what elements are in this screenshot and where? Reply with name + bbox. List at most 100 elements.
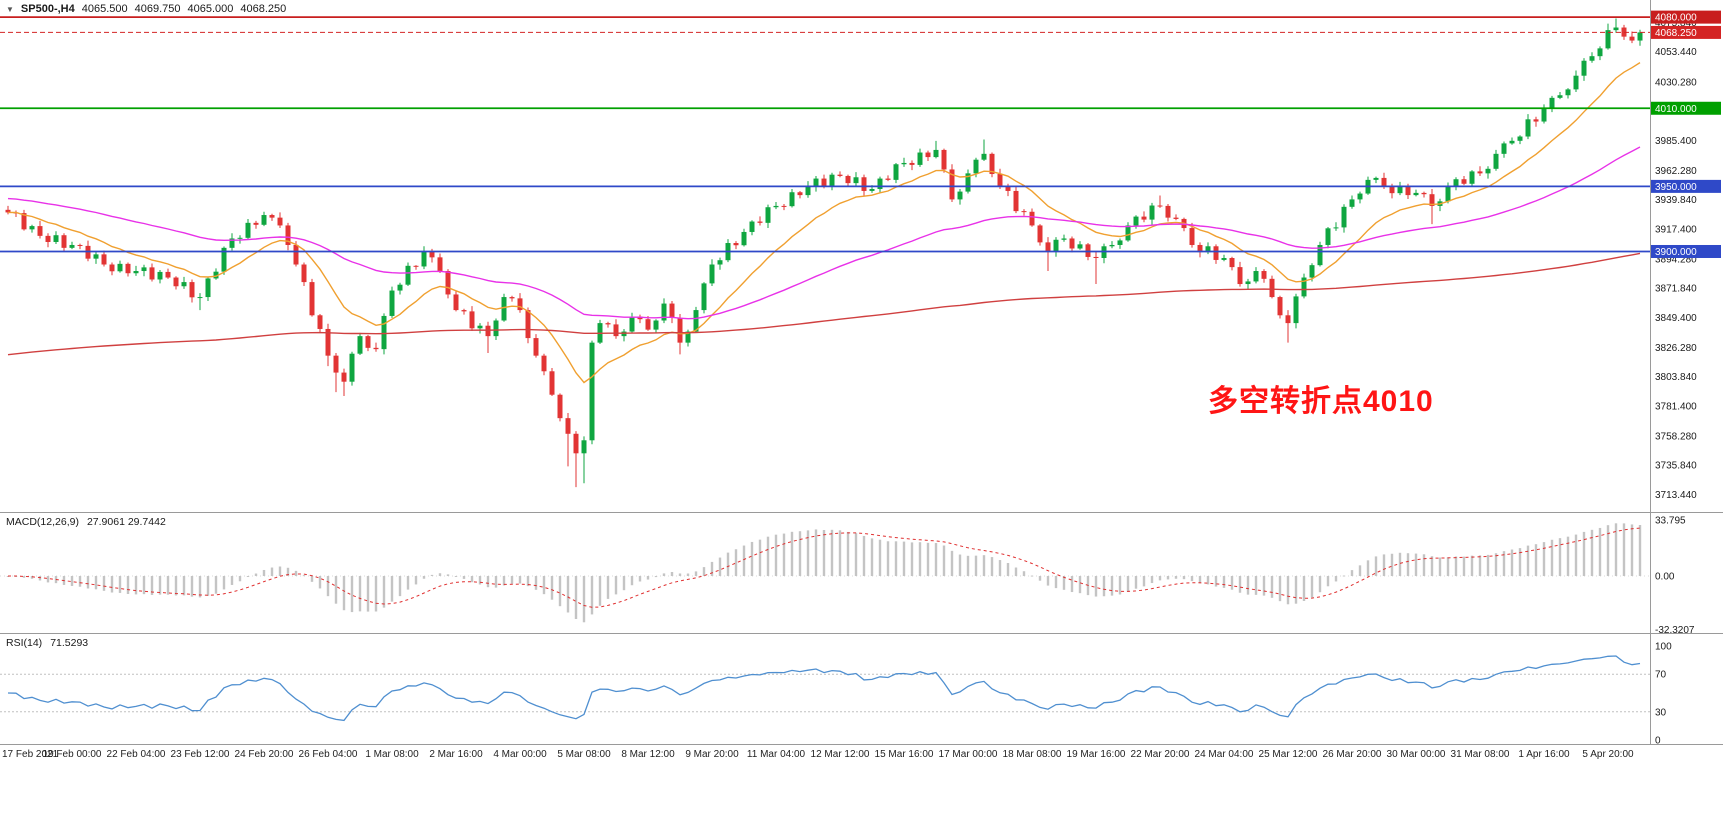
macd-histogram-bar xyxy=(1534,544,1538,576)
symbol-period-label: SP500-,H4 xyxy=(20,3,75,15)
macd-histogram-bar xyxy=(1286,576,1290,605)
macd-histogram-bar xyxy=(670,572,674,576)
macd-histogram-bar xyxy=(1254,576,1258,595)
candle-bull xyxy=(1133,216,1139,226)
candle-bull xyxy=(1373,177,1379,180)
price-axis-label: 3894.280 xyxy=(1655,254,1697,265)
macd-histogram-bar xyxy=(678,573,682,576)
macd-histogram-bar xyxy=(1622,523,1626,576)
candle-bull xyxy=(389,290,395,316)
candle-bull xyxy=(477,325,483,329)
macd-histogram-bar xyxy=(902,541,906,576)
macd-histogram-bar xyxy=(934,543,938,576)
macd-histogram-bar xyxy=(1054,576,1058,589)
candle-bear xyxy=(109,264,115,272)
macd-histogram-bar xyxy=(646,576,650,580)
candle-bull xyxy=(1605,30,1611,49)
macd-histogram-bar xyxy=(1558,538,1562,576)
macd-histogram-bar xyxy=(206,576,210,596)
macd-histogram-bar xyxy=(526,576,530,587)
symbol-dropdown-icon[interactable]: ▼ xyxy=(6,4,14,14)
candle-bear xyxy=(373,347,379,350)
candle-bull xyxy=(965,173,971,192)
macd-histogram-bar xyxy=(1094,576,1098,597)
time-axis-label: 24 Mar 04:00 xyxy=(1195,749,1254,760)
candle-bull xyxy=(245,222,251,238)
candle-bear xyxy=(525,310,531,339)
price-axis[interactable] xyxy=(1651,0,1723,745)
candle-bear xyxy=(1005,186,1011,191)
macd-histogram-bar xyxy=(550,576,554,600)
price-axis-label: 3849.400 xyxy=(1655,313,1697,324)
macd-histogram-bar xyxy=(326,576,330,597)
macd-histogram-bar xyxy=(1326,576,1330,587)
macd-axis-label: 0.00 xyxy=(1655,572,1675,583)
candle-bear xyxy=(1461,179,1467,184)
macd-histogram-bar xyxy=(742,545,746,576)
time-axis-label: 30 Mar 00:00 xyxy=(1387,749,1446,760)
macd-histogram-bar xyxy=(246,576,250,577)
macd-histogram-bar xyxy=(622,576,626,591)
macd-histogram-bar xyxy=(990,557,994,576)
candle-bull xyxy=(773,205,779,208)
macd-histogram-bar xyxy=(278,566,282,576)
candle-bear xyxy=(277,217,283,226)
candle-bear xyxy=(605,323,611,325)
price-tag xyxy=(1651,101,1721,115)
macd-histogram-bar xyxy=(110,576,114,593)
candle-bear xyxy=(445,271,451,295)
candle-bear xyxy=(1029,211,1035,226)
candle-bull xyxy=(717,260,723,265)
candle-bull xyxy=(1445,186,1451,202)
candle-bull xyxy=(1317,244,1323,266)
macd-histogram-bar xyxy=(694,571,698,576)
macd-histogram-bar xyxy=(702,567,706,576)
candle-bull xyxy=(653,320,659,330)
candle-bear xyxy=(1013,190,1019,212)
candle-bull xyxy=(1309,265,1315,278)
macd-histogram-bar xyxy=(302,575,306,577)
time-axis-label: 19 Feb 00:00 xyxy=(43,749,102,760)
macd-histogram-bar xyxy=(662,573,666,576)
macd-histogram-bar xyxy=(1598,527,1602,576)
candle-bear xyxy=(1405,185,1411,196)
macd-histogram-bar xyxy=(1310,576,1314,598)
macd-histogram-bar xyxy=(814,529,818,576)
rsi-axis-label: 0 xyxy=(1655,736,1661,747)
time-axis-label: 4 Mar 00:00 xyxy=(493,749,547,760)
candle-bear xyxy=(557,394,563,419)
macd-histogram-bar xyxy=(1614,523,1618,576)
candle-bull xyxy=(813,178,819,187)
candle-bull xyxy=(197,297,203,299)
fast-ma-line xyxy=(7,62,1641,384)
macd-histogram-bar xyxy=(542,576,546,595)
candle-bull xyxy=(1077,244,1083,249)
price-tag xyxy=(1651,10,1721,24)
price-axis-label: 3826.280 xyxy=(1655,343,1697,354)
candle-bull xyxy=(741,231,747,246)
time-axis-label: 5 Apr 20:00 xyxy=(1582,749,1634,760)
time-axis-label: 18 Mar 08:00 xyxy=(1003,749,1062,760)
macd-histogram-bar xyxy=(390,576,394,602)
macd-signal-line xyxy=(8,527,1641,608)
candle-bull xyxy=(1125,225,1131,241)
candle-bear xyxy=(1141,216,1147,220)
candle-bear xyxy=(1629,36,1635,41)
candle-bear xyxy=(269,215,275,218)
candle-bear xyxy=(325,328,331,356)
macd-histogram-bar xyxy=(1006,563,1010,576)
macd-histogram-bar xyxy=(1454,556,1458,576)
macd-histogram-bar xyxy=(574,576,578,619)
candle-bear xyxy=(861,177,867,191)
macd-histogram-bar xyxy=(710,561,714,576)
candle-bull xyxy=(213,271,219,279)
macd-histogram-bar xyxy=(1462,556,1466,576)
ohlc-low-value: 4065.000 xyxy=(187,3,234,15)
candle-bull xyxy=(1565,89,1571,96)
price-tag-label: 4010.000 xyxy=(1655,104,1697,115)
candle-bear xyxy=(469,311,475,329)
candle-bear xyxy=(925,152,931,158)
candle-bear xyxy=(613,324,619,337)
candle-bear xyxy=(101,254,107,265)
